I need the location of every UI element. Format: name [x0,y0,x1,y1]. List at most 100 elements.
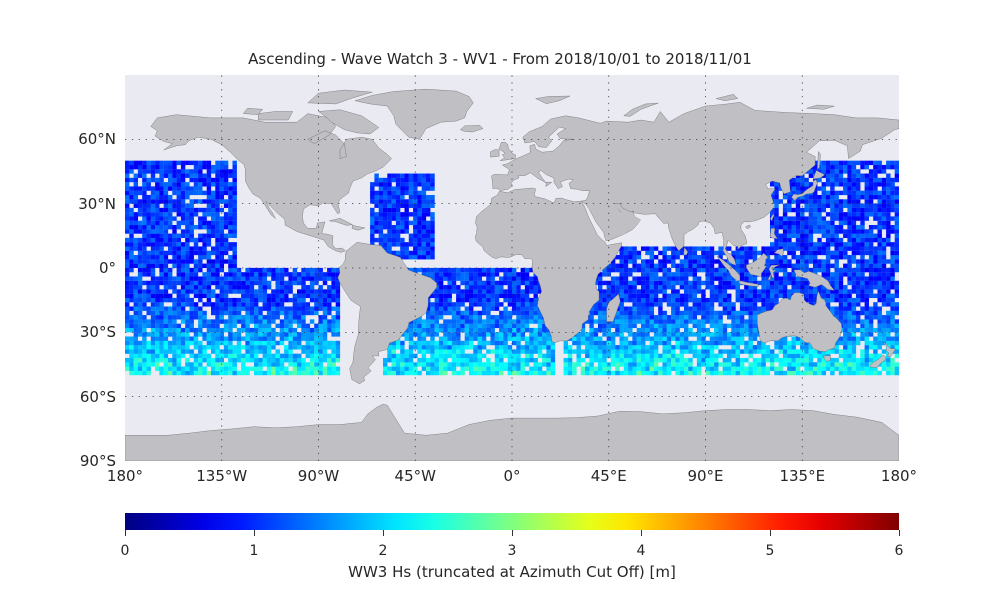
data-cell [868,225,874,230]
data-cell [847,203,852,208]
data-cell [834,297,839,303]
data-cell [163,225,169,230]
data-cell [589,362,594,367]
data-cell [774,272,779,277]
data-cell [172,246,177,251]
data-cell [666,362,672,367]
data-cell [847,229,852,234]
data-cell [232,297,237,303]
data-cell [628,255,633,260]
data-cell [413,267,418,273]
data-cell [150,302,156,307]
data-cell [193,340,199,346]
data-cell [684,297,689,303]
data-cell [894,263,899,268]
data-cell [211,323,216,329]
data-cell [782,340,788,346]
data-cell [318,297,323,303]
data-cell [653,357,659,363]
data-cell [838,306,844,311]
data-cell [825,263,831,268]
data-cell [821,370,827,376]
data-cell [782,246,788,251]
data-cell [155,362,160,367]
data-cell [125,267,130,273]
data-cell [430,242,435,247]
data-cell [426,340,431,346]
data-cell [378,242,384,247]
data-cell [430,366,435,371]
data-cell [163,289,169,294]
data-cell [133,242,139,247]
data-cell [198,366,203,371]
data-cell [133,212,139,217]
data-cell [378,220,384,226]
data-cell [851,190,857,196]
data-cell [808,362,814,367]
data-cell [142,306,147,311]
data-cell [223,323,229,329]
data-cell [782,272,788,277]
data-cell [722,327,728,333]
data-cell [262,289,268,294]
data-cell [813,349,818,354]
data-cell [383,370,388,376]
data-cell [383,237,388,243]
data-cell [641,310,646,316]
data-cell [808,194,814,200]
data-cell [335,297,341,303]
data-cell [636,302,642,307]
data-cell [215,336,220,341]
data-cell [163,306,169,311]
data-cell [438,345,444,350]
data-cell [430,267,435,273]
data-cell [198,267,203,273]
data-cell [137,323,143,329]
data-cell [383,203,388,208]
data-cell [456,340,461,346]
data-cell [159,242,164,247]
data-cell [873,233,878,238]
data-cell [503,306,508,311]
data-cell [791,242,796,247]
data-cell [413,207,418,213]
data-cell [159,190,164,196]
data-cell [215,216,220,221]
data-cell [464,345,470,350]
data-cell [464,285,470,290]
data-cell [692,297,698,303]
data-cell [473,293,478,299]
data-cell [585,349,590,354]
data-cell [886,242,891,247]
data-cell [125,293,130,299]
data-cell [421,327,427,333]
data-cell [400,237,405,243]
data-cell [795,349,801,354]
data-cell [701,267,706,273]
data-cell [499,280,504,286]
data-cell [757,250,762,256]
data-cell [589,357,594,363]
data-cell [370,225,375,230]
data-cell [159,212,164,217]
data-cell [211,362,216,367]
data-cell [585,370,590,376]
data-cell [481,306,487,311]
data-cell [744,255,749,260]
data-cell [894,229,899,234]
data-cell [245,310,250,316]
data-cell [671,315,676,320]
data-cell [533,327,538,333]
data-cell [378,233,384,238]
data-cell [722,280,728,286]
data-cell [739,276,745,281]
data-cell [877,225,882,230]
data-cell [400,353,405,359]
data-cell [825,212,831,217]
data-cell [860,220,865,226]
data-cell [615,357,620,363]
data-cell [662,259,667,264]
data-cell [408,353,414,359]
data-cell [241,336,246,341]
data-cell [168,327,173,333]
